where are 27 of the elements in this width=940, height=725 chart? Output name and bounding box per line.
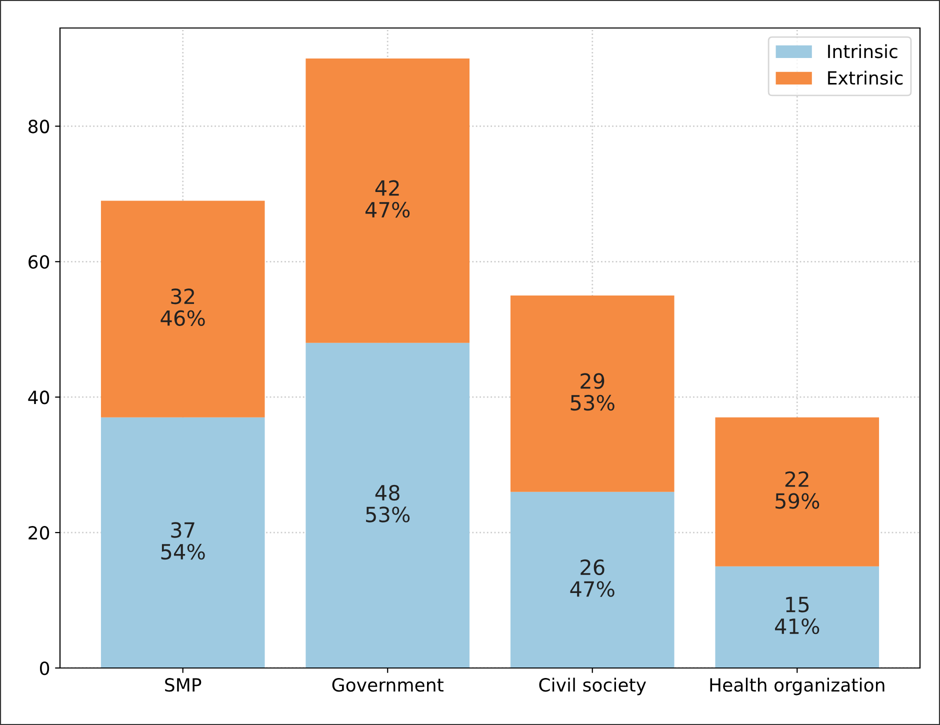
data-label: 37 54%: [161, 522, 205, 560]
bar: [100, 417, 265, 668]
data-label: 22 59%: [776, 471, 820, 509]
bar: [715, 417, 880, 566]
y-tick-label: 0: [40, 661, 50, 676]
bar: [510, 492, 674, 668]
x-tick-label: SMP: [165, 678, 202, 692]
x-tick-label: Government: [332, 678, 444, 692]
y-tick-label: 20: [28, 526, 50, 540]
data-label: 32 46%: [160, 288, 205, 326]
bar: [100, 200, 265, 418]
x-tick-label: Civil society: [539, 678, 646, 696]
bar: [510, 296, 674, 492]
data-label: 29 53%: [570, 373, 614, 411]
x-tick-label: Health organization: [710, 678, 884, 696]
bar: [306, 58, 470, 343]
legend-label: Intrinsic: [828, 44, 898, 58]
data-label: 42 47%: [365, 180, 410, 218]
data-label: 15 41%: [775, 596, 820, 634]
data-label: 26 47%: [570, 559, 614, 597]
y-tick-label: 40: [28, 390, 50, 404]
bar: [715, 566, 880, 668]
y-tick-label: 60: [28, 255, 50, 269]
legend-label: Extrinsic: [828, 70, 903, 85]
data-label: 48 53%: [366, 484, 410, 522]
y-tick-label: 80: [28, 120, 50, 134]
bar: [306, 342, 470, 668]
